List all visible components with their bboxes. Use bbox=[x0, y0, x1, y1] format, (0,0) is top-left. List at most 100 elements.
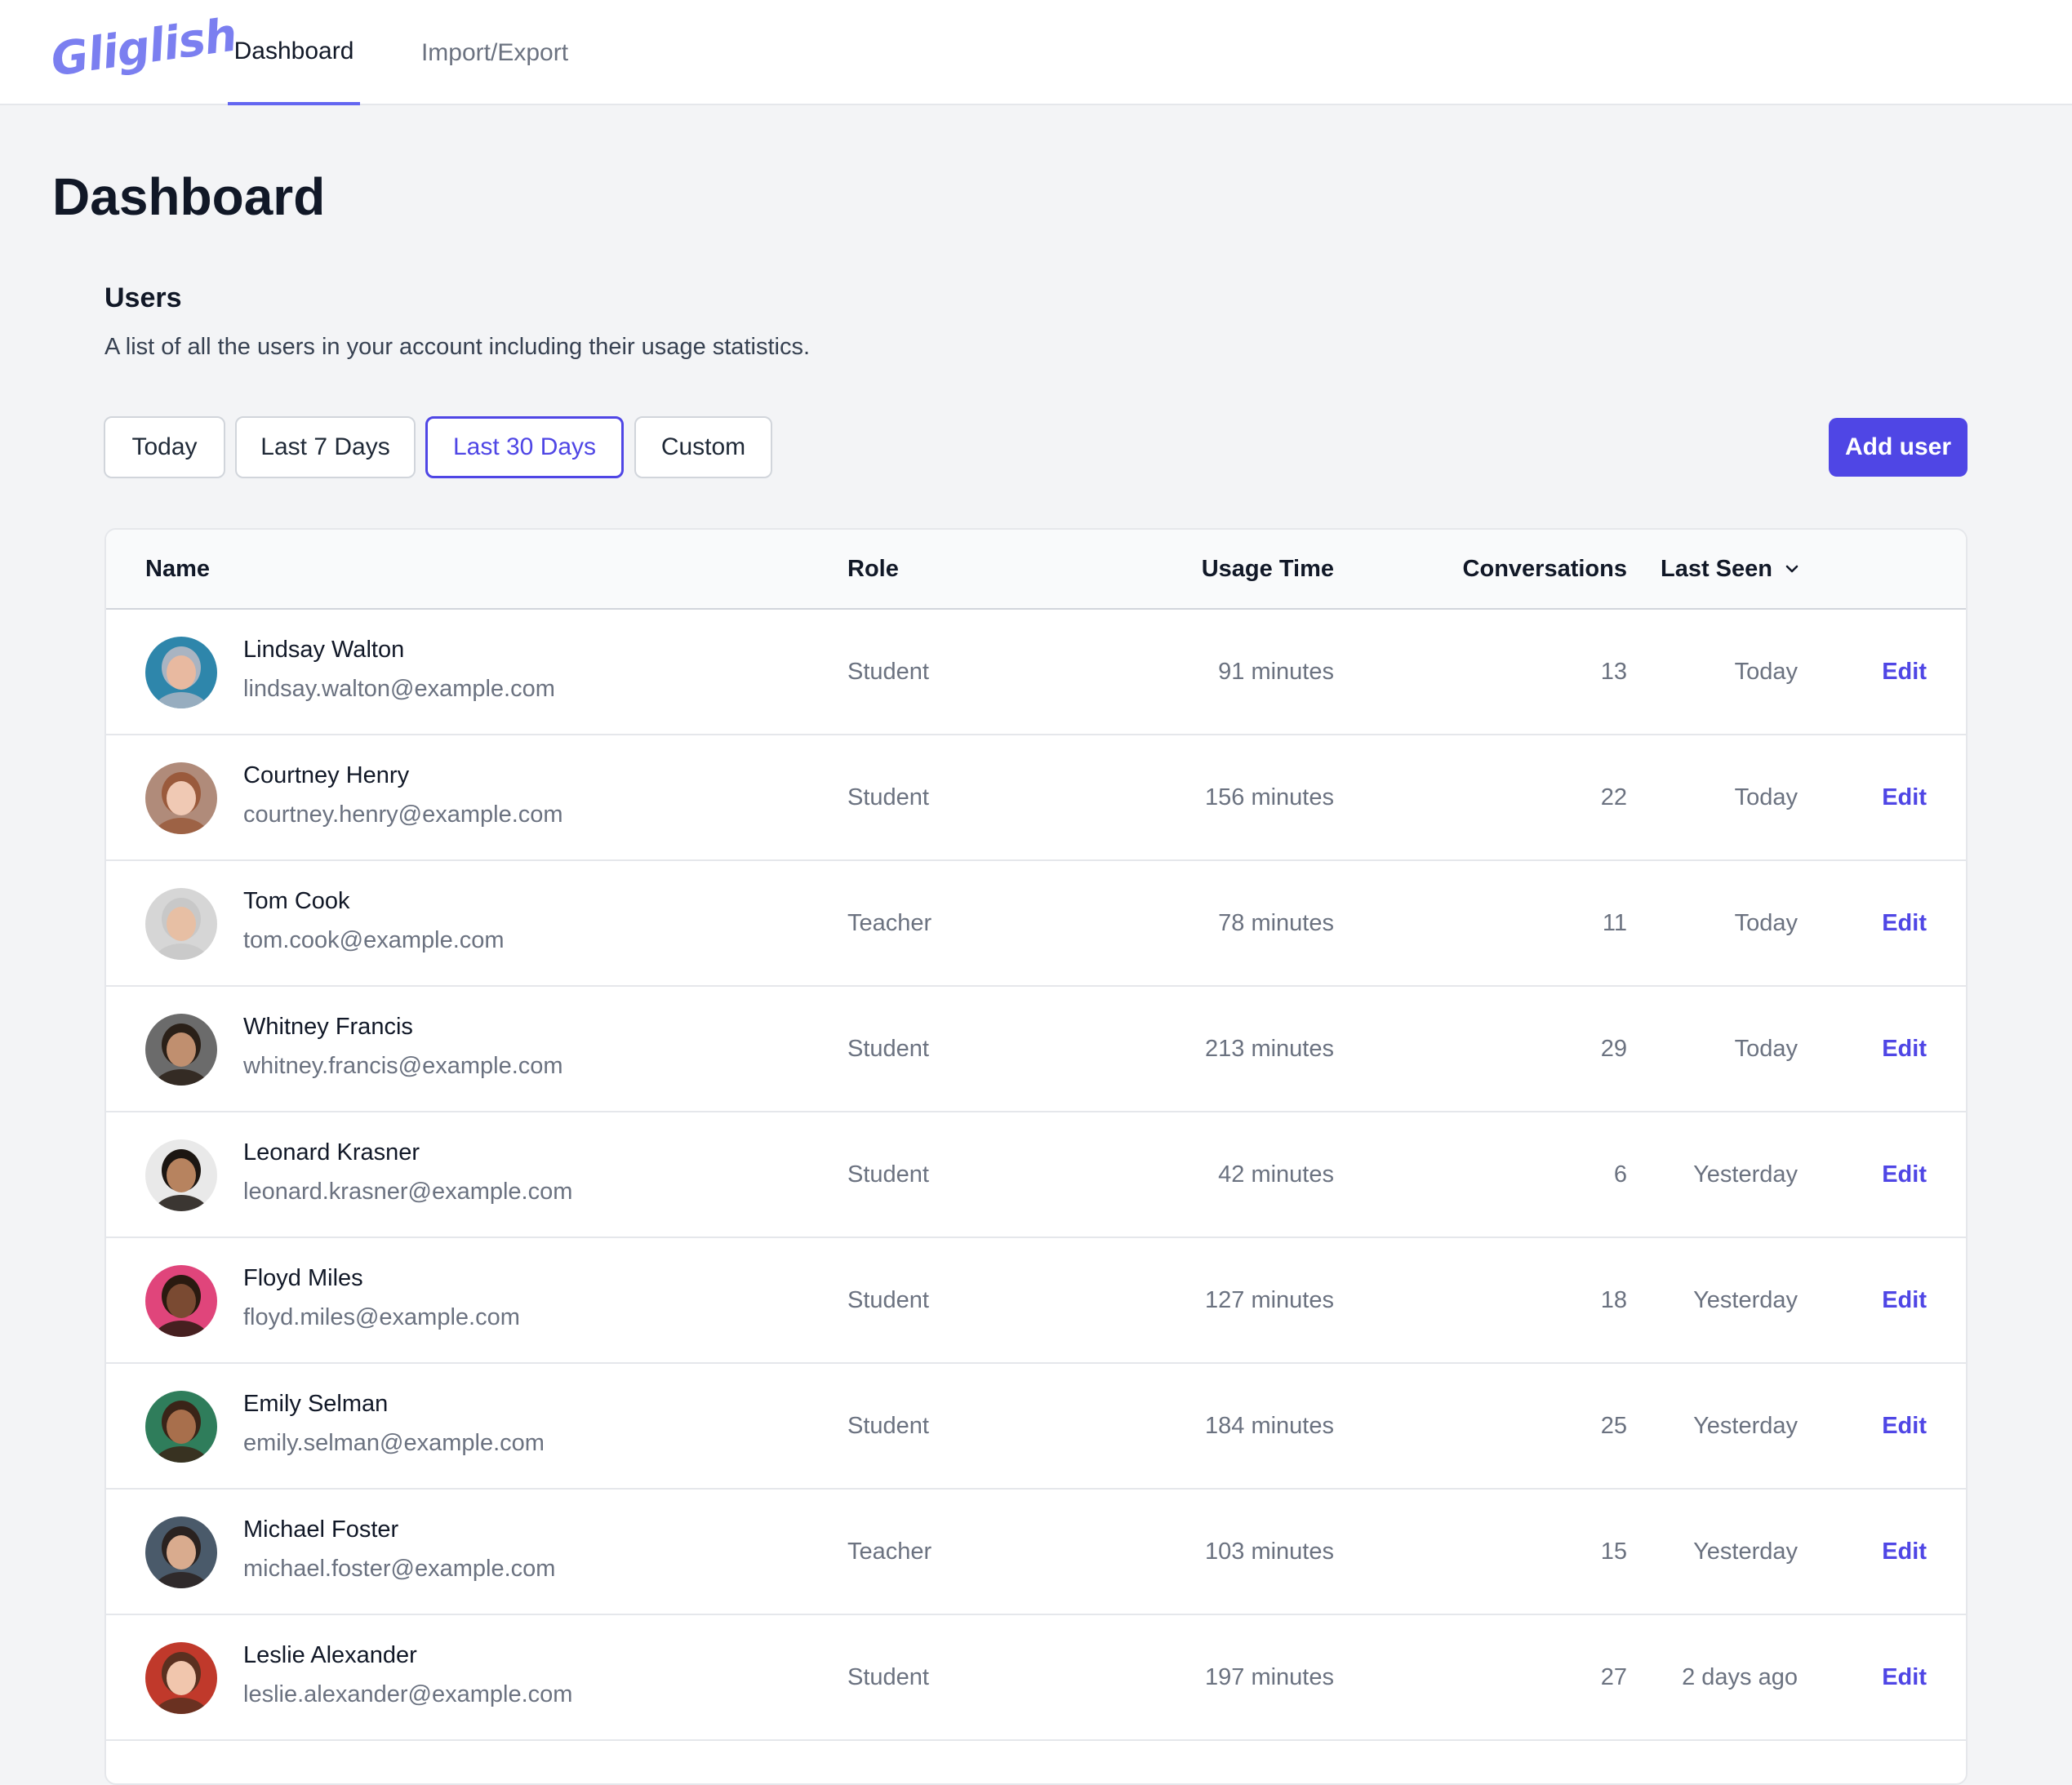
table-row: Courtney Henry courtney.henry@example.com… bbox=[106, 735, 1966, 861]
user-usage-time: 42 minutes bbox=[1218, 1161, 1334, 1188]
page-title: Dashboard bbox=[52, 167, 326, 226]
avatar bbox=[145, 1265, 217, 1337]
avatar bbox=[145, 1516, 217, 1588]
user-conversations: 25 bbox=[1600, 1412, 1627, 1439]
edit-user-link[interactable]: Edit bbox=[1882, 909, 1927, 936]
tab-dashboard[interactable]: Dashboard bbox=[228, 0, 360, 105]
table-row: Floyd Miles floyd.miles@example.com Studen… bbox=[106, 1238, 1966, 1364]
user-last-seen: Today bbox=[1734, 784, 1798, 810]
user-conversations: 18 bbox=[1600, 1286, 1627, 1313]
tab-import-export[interactable]: Import/Export bbox=[420, 38, 569, 66]
user-name: Emily Selman bbox=[243, 1391, 389, 1417]
user-role: Student bbox=[847, 1161, 929, 1188]
filter-today-button[interactable]: Today bbox=[104, 416, 225, 478]
filter-last-7-days-button[interactable]: Last 7 Days bbox=[235, 416, 416, 478]
edit-user-link[interactable]: Edit bbox=[1882, 1663, 1927, 1690]
app-logo[interactable]: Gliglish bbox=[47, 8, 240, 87]
user-conversations: 15 bbox=[1600, 1538, 1627, 1565]
user-usage-time: 78 minutes bbox=[1218, 909, 1334, 936]
users-table: Name Role Usage Time Conversations Last … bbox=[104, 528, 1968, 1785]
avatar bbox=[145, 637, 217, 708]
user-conversations: 29 bbox=[1600, 1035, 1627, 1062]
user-role: Student bbox=[847, 1035, 929, 1062]
user-name: Whitney Francis bbox=[243, 1014, 413, 1040]
chevron-down-icon[interactable] bbox=[1784, 561, 1800, 577]
table-row: Leonard Krasner leonard.krasner@example.c… bbox=[106, 1112, 1966, 1238]
column-header-last-seen[interactable]: Last Seen bbox=[1661, 530, 1800, 608]
user-conversations: 13 bbox=[1600, 658, 1627, 685]
edit-user-link[interactable]: Edit bbox=[1882, 1538, 1927, 1565]
user-email: leslie.alexander@example.com bbox=[243, 1681, 573, 1707]
user-role: Student bbox=[847, 658, 929, 685]
user-last-seen: Yesterday bbox=[1693, 1412, 1798, 1439]
table-row: Whitney Francis whitney.francis@example.c… bbox=[106, 987, 1966, 1112]
avatar bbox=[145, 1139, 217, 1211]
user-name: Michael Foster bbox=[243, 1516, 399, 1543]
user-name: Floyd Miles bbox=[243, 1265, 363, 1291]
edit-user-link[interactable]: Edit bbox=[1882, 1412, 1927, 1439]
user-last-seen: Today bbox=[1734, 909, 1798, 936]
user-conversations: 6 bbox=[1613, 1161, 1627, 1188]
user-name: Tom Cook bbox=[243, 888, 350, 914]
user-last-seen: 2 days ago bbox=[1682, 1663, 1798, 1690]
section-title: Users bbox=[104, 282, 182, 313]
user-usage-time: 213 minutes bbox=[1205, 1035, 1334, 1062]
table-row: Lindsay Walton lindsay.walton@example.com… bbox=[106, 610, 1966, 735]
section-description: A list of all the users in your account … bbox=[104, 334, 810, 360]
user-role: Student bbox=[847, 1412, 929, 1439]
table-row: Leslie Alexander leslie.alexander@example… bbox=[106, 1615, 1966, 1741]
user-last-seen: Yesterday bbox=[1693, 1538, 1798, 1565]
user-conversations: 22 bbox=[1600, 784, 1627, 810]
avatar bbox=[145, 888, 217, 960]
user-email: lindsay.walton@example.com bbox=[243, 676, 555, 702]
user-name: Lindsay Walton bbox=[243, 637, 405, 663]
edit-user-link[interactable]: Edit bbox=[1882, 1035, 1927, 1062]
edit-user-link[interactable]: Edit bbox=[1882, 1161, 1927, 1188]
column-header-name[interactable]: Name bbox=[145, 555, 210, 582]
column-header-conversations[interactable]: Conversations bbox=[1462, 555, 1627, 582]
user-email: leonard.krasner@example.com bbox=[243, 1179, 573, 1205]
user-last-seen: Yesterday bbox=[1693, 1161, 1798, 1188]
user-name: Leonard Krasner bbox=[243, 1139, 420, 1166]
user-role: Teacher bbox=[847, 1538, 932, 1565]
avatar bbox=[145, 1642, 217, 1714]
edit-user-link[interactable]: Edit bbox=[1882, 658, 1927, 685]
user-usage-time: 103 minutes bbox=[1205, 1538, 1334, 1565]
avatar bbox=[145, 762, 217, 834]
last-seen-header-label: Last Seen bbox=[1661, 555, 1772, 582]
table-row: Michael Foster michael.foster@example.com… bbox=[106, 1490, 1966, 1615]
user-email: courtney.henry@example.com bbox=[243, 801, 563, 828]
edit-user-link[interactable]: Edit bbox=[1882, 784, 1927, 810]
user-usage-time: 91 minutes bbox=[1218, 658, 1334, 685]
user-role: Student bbox=[847, 784, 929, 810]
column-header-usage-time[interactable]: Usage Time bbox=[1201, 555, 1334, 582]
add-user-button[interactable]: Add user bbox=[1829, 418, 1968, 477]
user-usage-time: 184 minutes bbox=[1205, 1412, 1334, 1439]
avatar bbox=[145, 1014, 217, 1086]
user-usage-time: 127 minutes bbox=[1205, 1286, 1334, 1313]
table-row: Emily Selman emily.selman@example.com Stud… bbox=[106, 1364, 1966, 1490]
user-last-seen: Today bbox=[1734, 658, 1798, 685]
user-email: tom.cook@example.com bbox=[243, 927, 505, 953]
user-name: Courtney Henry bbox=[243, 762, 410, 788]
user-usage-time: 197 minutes bbox=[1205, 1663, 1334, 1690]
user-role: Teacher bbox=[847, 909, 932, 936]
user-name: Leslie Alexander bbox=[243, 1642, 417, 1668]
user-conversations: 27 bbox=[1600, 1663, 1627, 1690]
user-role: Student bbox=[847, 1286, 929, 1313]
user-email: emily.selman@example.com bbox=[243, 1430, 545, 1456]
table-header: Name Role Usage Time Conversations Last … bbox=[106, 530, 1966, 610]
user-usage-time: 156 minutes bbox=[1205, 784, 1334, 810]
user-conversations: 11 bbox=[1602, 909, 1627, 936]
avatar bbox=[145, 1391, 217, 1463]
filter-custom-button[interactable]: Custom bbox=[634, 416, 772, 478]
top-navigation-bar: Gliglish Dashboard Import/Export bbox=[0, 0, 2072, 105]
edit-user-link[interactable]: Edit bbox=[1882, 1286, 1927, 1313]
column-header-role[interactable]: Role bbox=[847, 555, 899, 582]
user-email: whitney.francis@example.com bbox=[243, 1053, 563, 1079]
user-email: michael.foster@example.com bbox=[243, 1556, 556, 1582]
filter-last-30-days-button[interactable]: Last 30 Days bbox=[425, 416, 624, 478]
user-role: Student bbox=[847, 1663, 929, 1690]
user-email: floyd.miles@example.com bbox=[243, 1304, 520, 1330]
user-last-seen: Today bbox=[1734, 1035, 1798, 1062]
